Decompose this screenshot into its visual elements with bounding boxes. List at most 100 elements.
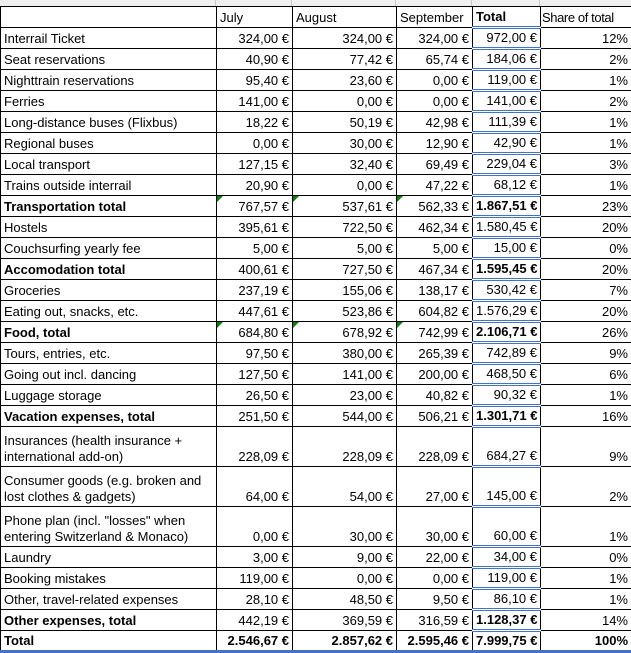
cell-total[interactable]: 1.867,51 € — [473, 196, 541, 217]
cell-share-of-total[interactable]: 20% — [541, 217, 631, 238]
cell-august[interactable]: 48,50 € — [293, 589, 397, 610]
cell-row-label[interactable]: Seat reservations — [1, 49, 217, 70]
cell-total[interactable]: 90,32 € — [473, 385, 541, 406]
cell-share-of-total[interactable]: 14% — [541, 610, 631, 631]
cell-total[interactable]: 68,12 € — [473, 175, 541, 196]
cell-july[interactable]: 442,19 € — [217, 610, 293, 631]
cell-august[interactable]: 77,42 € — [293, 49, 397, 70]
cell-share-of-total[interactable]: 1% — [541, 112, 631, 133]
cell-row-label[interactable]: Consumer goods (e.g. broken and lost clo… — [1, 467, 217, 507]
cell-total[interactable]: 119,00 € — [473, 70, 541, 91]
cell-july[interactable]: 40,90 € — [217, 49, 293, 70]
cell-total[interactable]: 742,89 € — [473, 343, 541, 364]
cell-september[interactable]: 30,00 € — [397, 507, 473, 547]
cell-august[interactable]: 544,00 € — [293, 406, 397, 427]
cell-share-of-total[interactable]: 2% — [541, 49, 631, 70]
cell-august[interactable]: 0,00 € — [293, 568, 397, 589]
cell-july[interactable]: 2.546,67 € — [217, 631, 293, 652]
cell-september[interactable]: 27,00 € — [397, 467, 473, 507]
cell-total[interactable]: 972,00 € — [473, 28, 541, 49]
cell-september[interactable]: 47,22 € — [397, 175, 473, 196]
cell-august[interactable]: 9,00 € — [293, 547, 397, 568]
cell-row-label[interactable]: Transportation total — [1, 196, 217, 217]
cell-share-of-total[interactable]: 1% — [541, 70, 631, 91]
cell-july[interactable]: 767,57 € — [217, 196, 293, 217]
cell-share-of-total[interactable]: 6% — [541, 364, 631, 385]
cell-september[interactable]: 40,82 € — [397, 385, 473, 406]
cell-august[interactable]: 324,00 € — [293, 28, 397, 49]
column-header-august[interactable]: August — [293, 7, 397, 28]
cell-share-of-total[interactable]: 23% — [541, 196, 631, 217]
cell-september[interactable]: 65,74 € — [397, 49, 473, 70]
cell-total[interactable]: 1.580,45 € — [473, 217, 541, 238]
cell-september[interactable]: 467,34 € — [397, 259, 473, 280]
cell-september[interactable]: 12,90 € — [397, 133, 473, 154]
cell-total[interactable]: 145,00 € — [473, 467, 541, 507]
cell-september[interactable]: 506,21 € — [397, 406, 473, 427]
cell-july[interactable]: 127,50 € — [217, 364, 293, 385]
cell-total[interactable]: 1.128,37 € — [473, 610, 541, 631]
cell-row-label[interactable]: Vacation expenses, total — [1, 406, 217, 427]
cell-july[interactable]: 0,00 € — [217, 507, 293, 547]
cell-september[interactable]: 69,49 € — [397, 154, 473, 175]
cell-july[interactable]: 447,61 € — [217, 301, 293, 322]
cell-july[interactable]: 26,50 € — [217, 385, 293, 406]
cell-row-label[interactable]: Tours, entries, etc. — [1, 343, 217, 364]
cell-share-of-total[interactable]: 9% — [541, 343, 631, 364]
cell-august[interactable]: 30,00 € — [293, 507, 397, 547]
cell-september[interactable]: 228,09 € — [397, 427, 473, 467]
cell-july[interactable]: 251,50 € — [217, 406, 293, 427]
cell-september[interactable]: 200,00 € — [397, 364, 473, 385]
column-header-july[interactable]: July — [217, 7, 293, 28]
cell-july[interactable]: 684,80 € — [217, 322, 293, 343]
cell-august[interactable]: 537,61 € — [293, 196, 397, 217]
cell-share-of-total[interactable]: 2% — [541, 91, 631, 112]
cell-total[interactable]: 86,10 € — [473, 589, 541, 610]
cell-row-label[interactable]: Booking mistakes — [1, 568, 217, 589]
cell-august[interactable]: 141,00 € — [293, 364, 397, 385]
cell-share-of-total[interactable]: 0% — [541, 238, 631, 259]
cell-row-label[interactable]: Food, total — [1, 322, 217, 343]
cell-august[interactable]: 5,00 € — [293, 238, 397, 259]
cell-share-of-total[interactable]: 100% — [541, 631, 631, 652]
cell-august[interactable]: 155,06 € — [293, 280, 397, 301]
cell-september[interactable]: 9,50 € — [397, 589, 473, 610]
cell-row-label[interactable]: Accomodation total — [1, 259, 217, 280]
cell-row-label[interactable]: Luggage storage — [1, 385, 217, 406]
cell-september[interactable]: 265,39 € — [397, 343, 473, 364]
cell-share-of-total[interactable]: 1% — [541, 133, 631, 154]
cell-row-label[interactable]: Interrail Ticket — [1, 28, 217, 49]
cell-august[interactable]: 30,00 € — [293, 133, 397, 154]
cell-row-label[interactable]: Local transport — [1, 154, 217, 175]
cell-share-of-total[interactable]: 7% — [541, 280, 631, 301]
cell-july[interactable]: 95,40 € — [217, 70, 293, 91]
cell-row-label[interactable]: Laundry — [1, 547, 217, 568]
cell-total[interactable]: 468,50 € — [473, 364, 541, 385]
cell-july[interactable]: 3,00 € — [217, 547, 293, 568]
cell-july[interactable]: 119,00 € — [217, 568, 293, 589]
cell-september[interactable]: 604,82 € — [397, 301, 473, 322]
cell-row-label[interactable]: Ferries — [1, 91, 217, 112]
cell-september[interactable]: 462,34 € — [397, 217, 473, 238]
cell-september[interactable]: 138,17 € — [397, 280, 473, 301]
cell-share-of-total[interactable]: 3% — [541, 154, 631, 175]
cell-july[interactable]: 141,00 € — [217, 91, 293, 112]
cell-july[interactable]: 64,00 € — [217, 467, 293, 507]
cell-row-label[interactable]: Going out incl. dancing — [1, 364, 217, 385]
cell-july[interactable]: 324,00 € — [217, 28, 293, 49]
cell-row-label[interactable]: Trains outside interrail — [1, 175, 217, 196]
cell-july[interactable]: 395,61 € — [217, 217, 293, 238]
cell-share-of-total[interactable]: 1% — [541, 175, 631, 196]
cell-august[interactable]: 23,60 € — [293, 70, 397, 91]
column-header-share-of-total[interactable]: Share of total — [541, 7, 631, 28]
cell-share-of-total[interactable]: 20% — [541, 259, 631, 280]
cell-july[interactable]: 20,90 € — [217, 175, 293, 196]
cell-total[interactable]: 229,04 € — [473, 154, 541, 175]
cell-row-label[interactable]: Eating out, snacks, etc. — [1, 301, 217, 322]
cell-total[interactable]: 141,00 € — [473, 91, 541, 112]
cell-total[interactable]: 530,42 € — [473, 280, 541, 301]
cell-august[interactable]: 2.857,62 € — [293, 631, 397, 652]
cell-july[interactable]: 97,50 € — [217, 343, 293, 364]
cell-total[interactable]: 15,00 € — [473, 238, 541, 259]
cell-share-of-total[interactable]: 1% — [541, 568, 631, 589]
